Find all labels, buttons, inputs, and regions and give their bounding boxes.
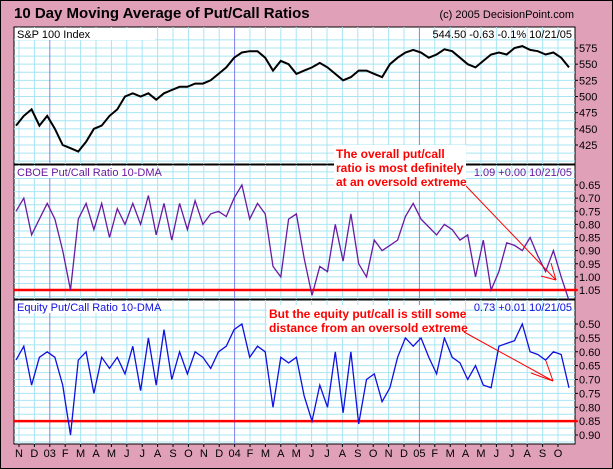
annotation-arrow: [463, 331, 554, 382]
copyright: (c) 2005 DecisionPoint.com: [439, 9, 574, 21]
panel-readout: 0.73 +0.01 10/21/05: [474, 302, 572, 314]
x-tick-label: A: [462, 448, 470, 460]
x-tick-label: A: [524, 448, 532, 460]
annotation-text: ratio is most definitely: [336, 161, 464, 175]
y-tick-label: 525: [579, 75, 597, 87]
y-tick-label: 0.95: [579, 259, 600, 271]
y-tick-label: 0.85: [579, 416, 600, 428]
x-tick-label: F: [431, 448, 438, 460]
x-tick-label: D: [215, 448, 223, 460]
annotation-arrow: [465, 185, 557, 281]
x-tick-label: A: [339, 448, 347, 460]
y-tick-label: 500: [579, 92, 597, 104]
x-tick-label: J: [494, 448, 500, 460]
x-tick-label: O: [554, 448, 563, 460]
x-tick-label: A: [92, 448, 100, 460]
annotation-arrow: [540, 275, 557, 281]
panel-title: S&P 100 Index: [17, 29, 91, 41]
x-tick-label: S: [539, 448, 546, 460]
x-tick-label: D: [30, 448, 38, 460]
panel-title: Equity Put/Call Ratio 10-DMA: [17, 302, 162, 314]
x-tick-label: M: [476, 448, 485, 460]
x-tick-label: M: [107, 448, 116, 460]
panel-title: CBOE Put/Call Ratio 10-DMA: [17, 167, 163, 179]
x-tick-label: 03: [44, 448, 56, 460]
label-bg: [15, 166, 155, 178]
y-tick-label: 475: [579, 108, 597, 120]
y-tick-label: 0.65: [579, 361, 600, 373]
x-tick-label: M: [446, 448, 455, 460]
y-tick-label: 0.55: [579, 333, 600, 345]
x-tick-label: S: [169, 448, 176, 460]
series-line-0: [15, 45, 570, 153]
y-tick-label: 0.85: [579, 233, 600, 245]
panel-readout: 1.09 +0.00 10/21/05: [474, 167, 572, 179]
y-tick-label: 575: [579, 43, 597, 55]
y-tick-label: 1.00: [579, 272, 600, 284]
x-tick-label: F: [247, 448, 254, 460]
chart-title: 10 Day Moving Average of Put/Call Ratios: [14, 5, 310, 22]
x-tick-label: N: [385, 448, 393, 460]
y-tick-label: 550: [579, 59, 597, 71]
x-tick-label: 04: [228, 448, 240, 460]
y-tick-label: 0.90: [579, 246, 600, 258]
x-tick-label: M: [76, 448, 85, 460]
series-line-2: [15, 322, 570, 436]
annotation-text: But the equity put/call is still some: [269, 307, 467, 321]
x-tick-label: J: [139, 448, 145, 460]
x-tick-label: J: [124, 448, 130, 460]
panel-readout: 544.50 -0.63 -0.1% 10/21/05: [433, 29, 572, 41]
y-tick-label: 0.80: [579, 219, 600, 231]
y-tick-label: 425: [579, 140, 597, 152]
annotation-arrow: [530, 372, 554, 382]
x-tick-label: N: [15, 448, 23, 460]
y-tick-label: 0.90: [579, 430, 600, 442]
y-tick-label: 0.75: [579, 206, 600, 218]
y-tick-label: 0.50: [579, 319, 600, 331]
x-tick-label: J: [324, 448, 330, 460]
x-tick-label: O: [184, 448, 193, 460]
annotation-box: [267, 305, 463, 337]
annotation-arrow: [550, 262, 557, 281]
x-tick-label: 05: [413, 448, 425, 460]
x-tick-label: J: [509, 448, 515, 460]
y-tick-label: 0.60: [579, 347, 600, 359]
annotation-arrow: [545, 360, 554, 382]
x-tick-label: M: [261, 448, 270, 460]
annotation-text: at an oversold extreme: [336, 175, 467, 189]
annotation-text: The overall put/call: [336, 147, 445, 161]
y-tick-label: 450: [579, 124, 597, 136]
x-tick-label: A: [277, 448, 285, 460]
annotation-text: distance from an oversold extreme: [269, 321, 468, 335]
x-tick-label: J: [309, 448, 315, 460]
x-tick-label: M: [292, 448, 301, 460]
x-tick-label: N: [200, 448, 208, 460]
series-line-1: [15, 183, 570, 301]
label-bg: [15, 301, 155, 313]
label-bg: [15, 28, 155, 40]
x-tick-label: O: [369, 448, 378, 460]
y-tick-label: 0.70: [579, 193, 600, 205]
annotation-box: [334, 145, 466, 191]
x-tick-label: S: [354, 448, 361, 460]
x-tick-label: D: [400, 448, 408, 460]
y-tick-label: 0.70: [579, 375, 600, 387]
y-tick-label: 0.75: [579, 388, 600, 400]
x-tick-label: F: [62, 448, 69, 460]
y-tick-label: 0.80: [579, 402, 600, 414]
y-tick-label: 1.05: [579, 285, 600, 297]
x-tick-label: A: [154, 448, 162, 460]
y-tick-label: 0.65: [579, 180, 600, 192]
